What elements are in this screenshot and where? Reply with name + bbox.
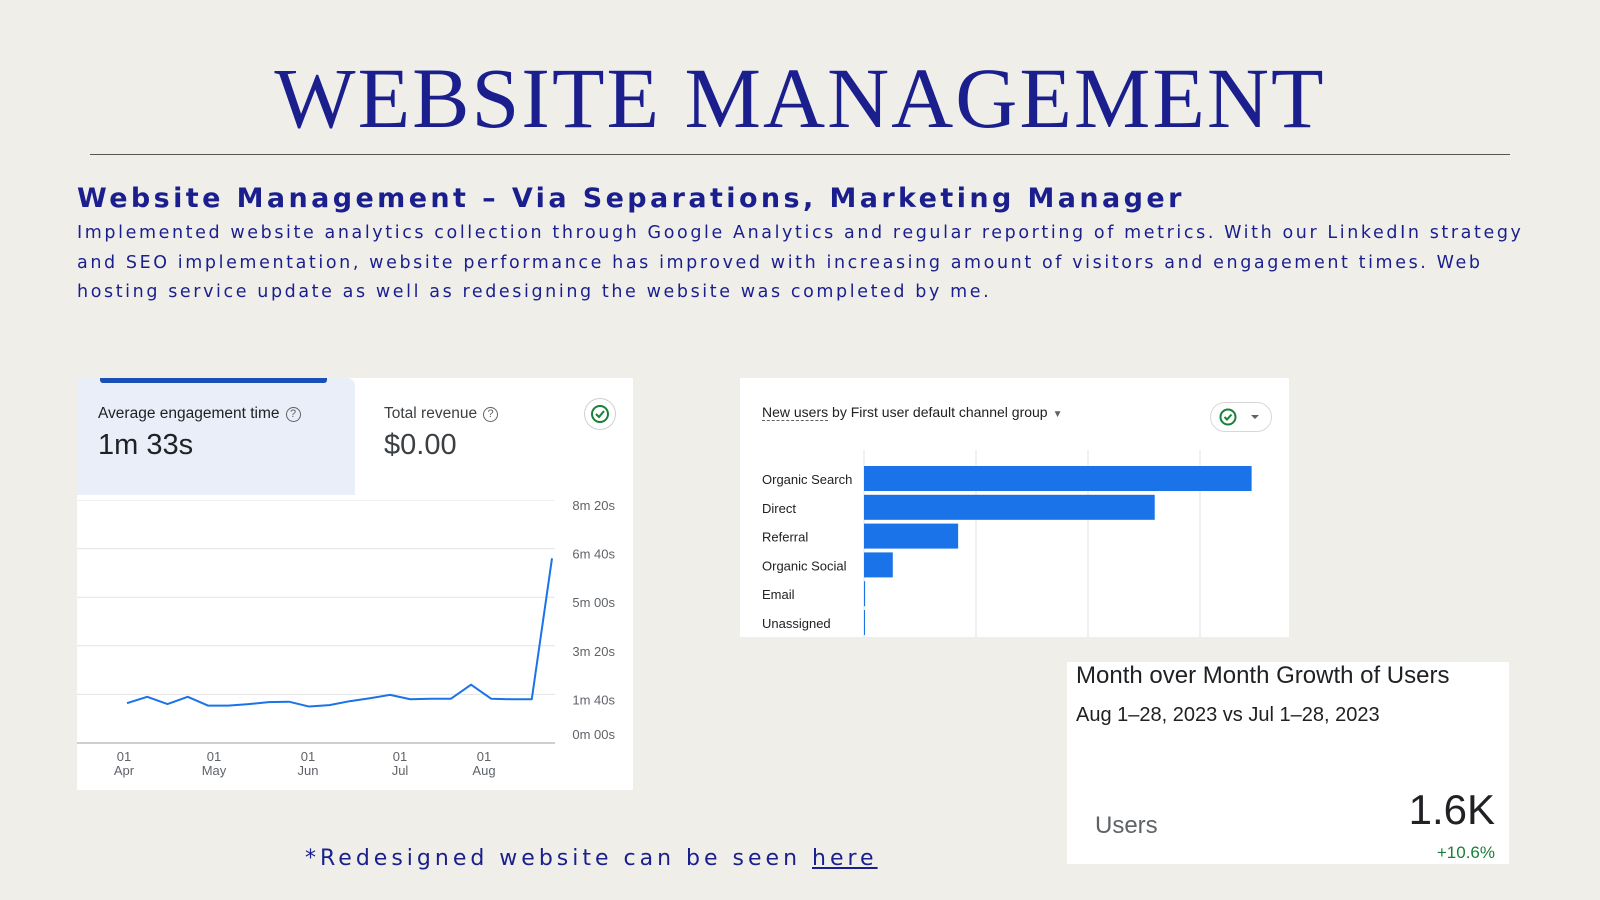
section-description: Implemented website analytics collection… [77,223,1524,302]
growth-card: Month over Month Growth of Users Aug 1–2… [1067,662,1509,864]
channel-bar-chart: Organic Search Direct Referral Organic Soci… [762,450,1252,637]
metric-tab-engagement[interactable]: Average engagement time? 1m 33s [77,378,355,495]
slide-title: WEBSITE MANAGEMENT [274,50,1326,146]
y-tick-label: 3m 20s [572,644,615,659]
bar [864,494,1155,520]
x-tick-month: Jul [392,763,409,778]
bar-category-label: Email [762,587,795,602]
help-icon[interactable]: ? [483,407,499,422]
active-tab-indicator [100,378,327,383]
growth-title: Month over Month Growth of Users [1076,662,1450,689]
help-icon[interactable]: ? [285,407,301,422]
bar [864,581,866,607]
channel-chart-title[interactable]: New users by First user default channel … [762,404,1063,421]
bar-category-label: Direct [762,501,796,516]
y-tick-label: 1m 40s [572,692,615,707]
x-tick-month: Jun [298,763,319,778]
bar-category-label: Organic Search [762,472,852,487]
channel-card: Organic Search Direct Referral Organic Soci… [740,378,1289,637]
metric-label-engagement: Average engagement time? [98,405,301,423]
growth-date-range: Aug 1–28, 2023 vs Jul 1–28, 2023 [1076,704,1380,726]
users-value: 1.6K [1408,786,1495,833]
bar [864,466,1252,491]
check-circle-icon[interactable] [584,398,616,430]
x-tick-day: 01 [117,749,131,764]
x-tick-month: Apr [114,763,135,778]
caret-down-icon[interactable]: ▼ [1052,409,1063,420]
bar-category-label: Referral [762,530,808,545]
footnote-text: *Redesigned website can be seen [305,846,813,871]
x-tick-month: Aug [472,763,495,778]
x-tick-day: 01 [301,749,315,764]
here-link[interactable]: here [812,846,878,871]
users-change-badge: +10.6% [1436,843,1495,862]
engagement-card: Average engagement time? 1m 33s Total re… [77,378,633,790]
x-tick-day: 01 [477,749,491,764]
y-tick-label: 0m 00s [572,727,615,742]
footnote: *Redesigned website can be seen here [305,846,878,871]
status-dropdown[interactable] [1210,402,1272,432]
metric-value-revenue: $0.00 [384,429,457,461]
x-tick-day: 01 [393,749,407,764]
users-label: Users [1095,812,1158,839]
title-divider [90,154,1510,155]
bar-category-label: Unassigned [762,616,831,631]
engagement-series-line [126,558,553,708]
bar [864,523,959,549]
metric-label-revenue[interactable]: Total revenue? [384,405,499,423]
bar [864,552,893,578]
y-tick-label: 6m 40s [572,547,615,562]
metric-value-engagement: 1m 33s [98,429,194,461]
x-tick-day: 01 [207,749,221,764]
y-tick-label: 5m 00s [572,595,615,610]
y-tick-label: 8m 20s [572,500,615,513]
x-tick-month: May [202,763,227,778]
section-subheading: Website Management – Via Separations, Ma… [77,183,1185,214]
metric-name[interactable]: New users [762,404,829,421]
bar [864,610,865,635]
bar-category-label: Organic Social [762,558,847,573]
dimension-name: by First user default channel group [828,404,1048,420]
